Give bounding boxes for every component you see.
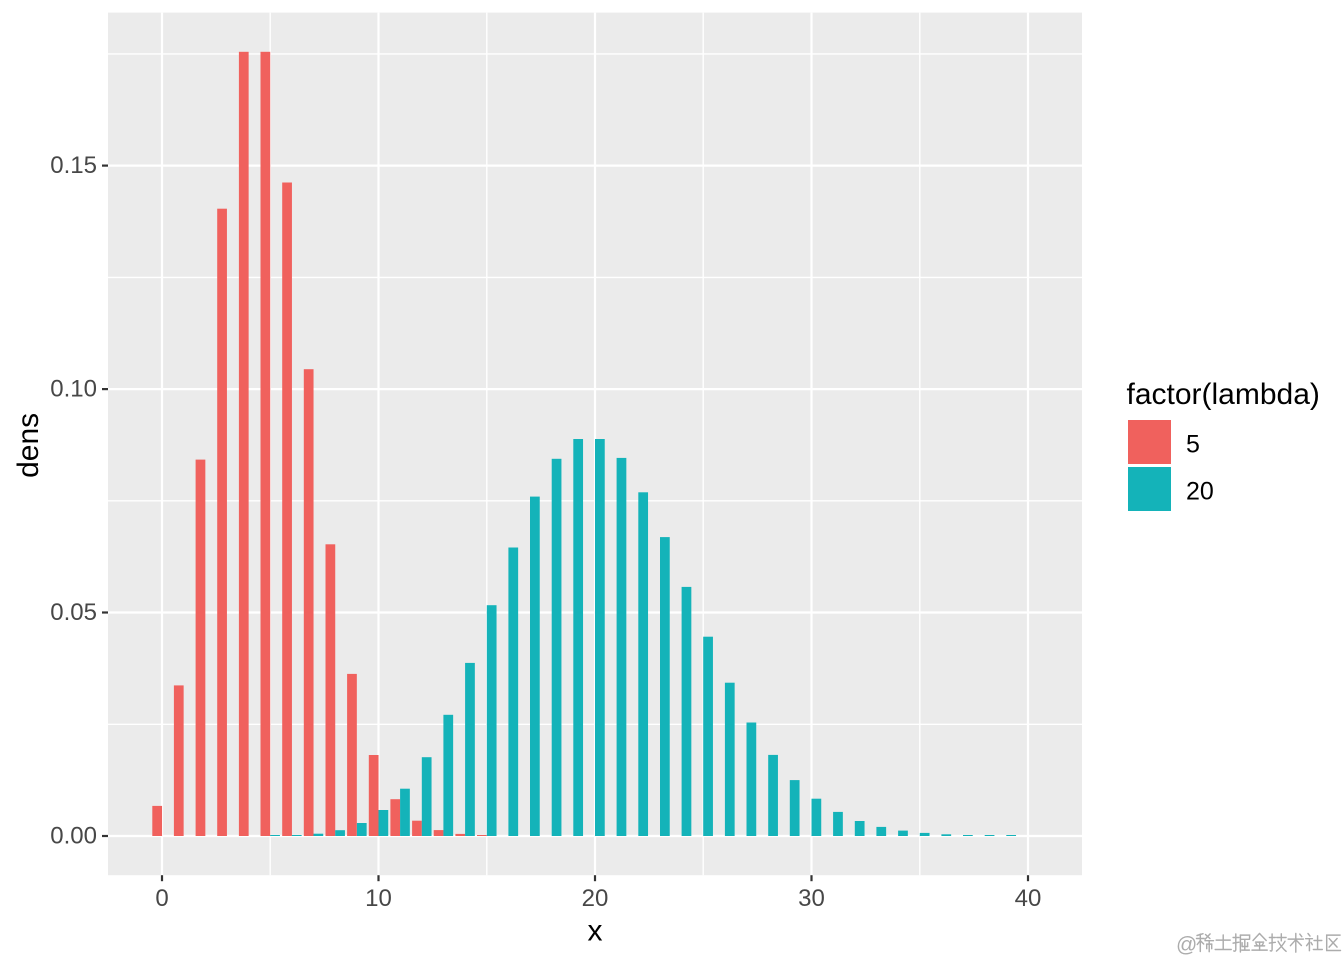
svg-text:x: x	[588, 915, 603, 948]
svg-text:dens: dens	[12, 413, 45, 478]
svg-text:0.05: 0.05	[50, 599, 97, 626]
svg-text:20: 20	[582, 885, 609, 912]
svg-text:30: 30	[798, 885, 825, 912]
svg-text:5: 5	[1186, 431, 1200, 459]
svg-text:factor(lambda): factor(lambda)	[1127, 378, 1320, 411]
svg-text:20: 20	[1186, 478, 1214, 506]
svg-text:0: 0	[155, 885, 168, 912]
svg-text:40: 40	[1015, 885, 1042, 912]
svg-text:0.10: 0.10	[50, 376, 97, 403]
svg-text:0.00: 0.00	[50, 823, 97, 850]
svg-text:@: @	[1176, 934, 1197, 957]
svg-text:0.15: 0.15	[50, 152, 97, 179]
svg-text:10: 10	[365, 885, 392, 912]
